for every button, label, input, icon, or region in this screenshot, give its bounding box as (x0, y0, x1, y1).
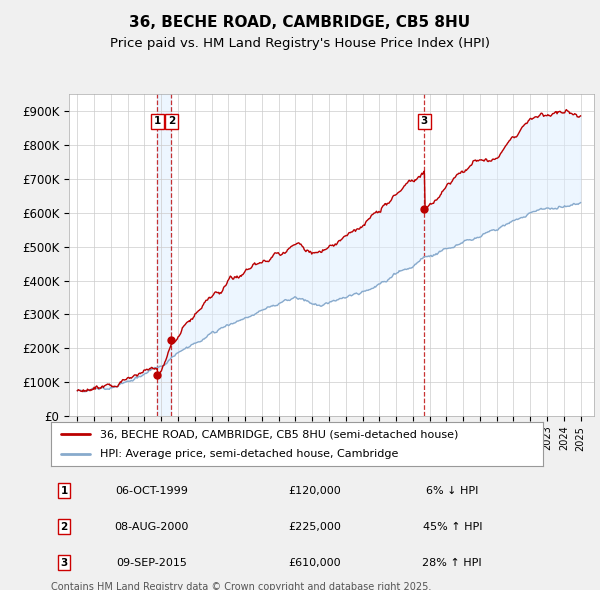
Text: 6% ↓ HPI: 6% ↓ HPI (426, 486, 478, 496)
Text: 36, BECHE ROAD, CAMBRIDGE, CB5 8HU: 36, BECHE ROAD, CAMBRIDGE, CB5 8HU (130, 15, 470, 30)
Text: Contains HM Land Registry data © Crown copyright and database right 2025.
This d: Contains HM Land Registry data © Crown c… (51, 582, 431, 590)
Bar (157, 94, 172, 416)
Text: HPI: Average price, semi-detached house, Cambridge: HPI: Average price, semi-detached house,… (100, 449, 398, 458)
Text: Price paid vs. HM Land Registry's House Price Index (HPI): Price paid vs. HM Land Registry's House … (110, 37, 490, 50)
Text: £610,000: £610,000 (289, 558, 341, 568)
Text: 08-AUG-2000: 08-AUG-2000 (114, 522, 188, 532)
Text: 2: 2 (167, 116, 175, 126)
Text: 1: 1 (61, 486, 68, 496)
Text: 1: 1 (154, 116, 161, 126)
Text: 45% ↑ HPI: 45% ↑ HPI (422, 522, 482, 532)
Text: 3: 3 (61, 558, 68, 568)
Text: 36, BECHE ROAD, CAMBRIDGE, CB5 8HU (semi-detached house): 36, BECHE ROAD, CAMBRIDGE, CB5 8HU (semi… (100, 430, 458, 439)
Text: 28% ↑ HPI: 28% ↑ HPI (422, 558, 482, 568)
Text: 2: 2 (61, 522, 68, 532)
Text: 09-SEP-2015: 09-SEP-2015 (116, 558, 187, 568)
Text: £120,000: £120,000 (289, 486, 341, 496)
Text: 3: 3 (421, 116, 428, 126)
Text: 06-OCT-1999: 06-OCT-1999 (115, 486, 188, 496)
Text: £225,000: £225,000 (289, 522, 341, 532)
